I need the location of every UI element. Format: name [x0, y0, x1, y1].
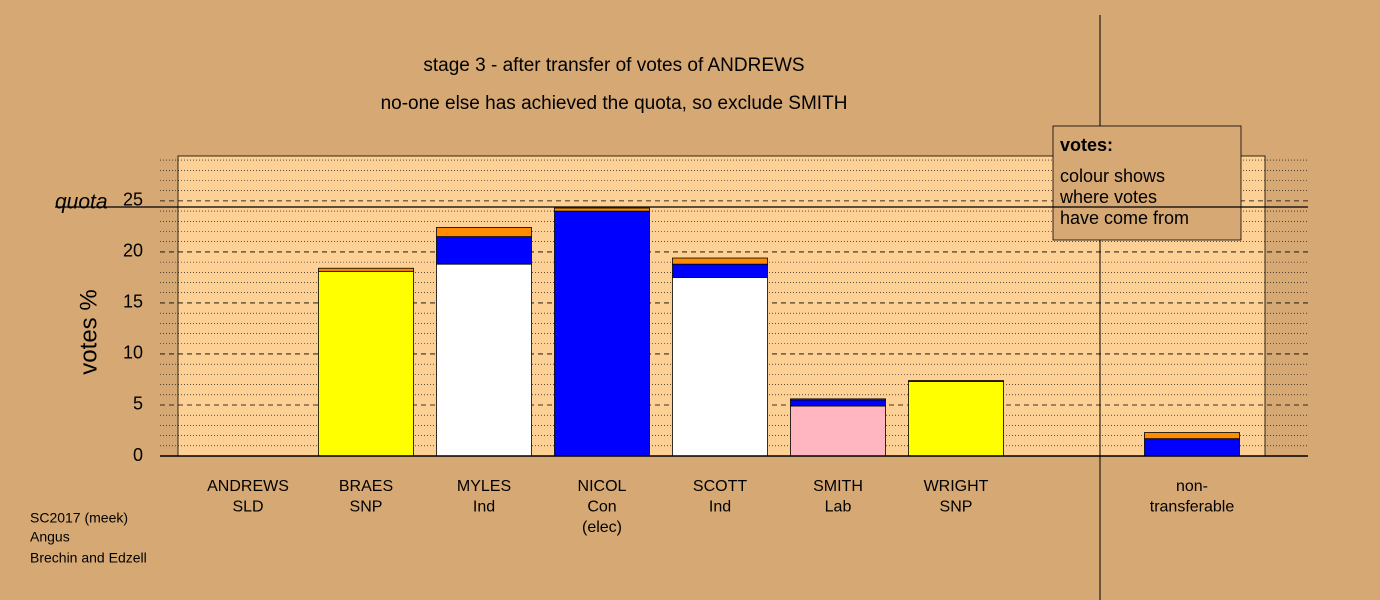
legend: votes: colour shows where votes have com…	[1052, 125, 1242, 241]
y-tick-label: 0	[133, 445, 143, 465]
bar-segment	[554, 207, 650, 212]
legend-title: votes:	[1060, 135, 1113, 155]
bar-segment	[672, 257, 768, 265]
bar-segment	[318, 270, 414, 457]
bar-segment	[436, 263, 532, 457]
x-tick-label: SMITH	[813, 478, 863, 495]
x-tick-label: (elec)	[582, 519, 622, 536]
bar-segment	[790, 405, 886, 457]
bar-segment	[908, 380, 1004, 382]
bar-segment	[790, 399, 886, 407]
x-tick-label: Lab	[825, 499, 852, 516]
bar-segment	[554, 210, 650, 457]
x-tick-label: SLD	[232, 499, 263, 516]
footnote: SC2017 (meek)	[30, 510, 128, 526]
x-tick-label: Ind	[473, 499, 495, 516]
footnote: Brechin and Edzell	[30, 550, 147, 566]
quota-label: quota	[55, 191, 108, 214]
x-tick-label: transferable	[1150, 499, 1235, 516]
bar-segment	[436, 227, 532, 238]
bar-segment	[318, 267, 414, 272]
footnote: Angus	[30, 529, 70, 545]
x-tick-label: NICOL	[578, 478, 627, 495]
x-tick-label: SNP	[940, 499, 973, 516]
y-axis-title: votes %	[75, 289, 102, 374]
bar-segment	[672, 277, 768, 457]
y-tick-label: 20	[123, 241, 143, 261]
bar-segment	[436, 236, 532, 265]
bar-segment	[1144, 438, 1240, 457]
y-tick-label: 5	[133, 394, 143, 414]
bar-segment	[908, 381, 1004, 457]
legend-text: where votes	[1059, 187, 1157, 207]
legend-text: colour shows	[1060, 166, 1165, 186]
bar-segment	[790, 398, 886, 401]
x-tick-label: ANDREWS	[207, 478, 289, 495]
x-tick-label: Ind	[709, 499, 731, 516]
bar-segment	[1144, 432, 1240, 440]
legend-text: have come from	[1060, 208, 1189, 228]
x-tick-label: SNP	[350, 499, 383, 516]
legend-box	[1052, 125, 1242, 241]
bars	[318, 207, 1240, 457]
bar-segment	[672, 263, 768, 278]
x-tick-label: WRIGHT	[924, 478, 989, 495]
y-tick-label: 25	[123, 190, 143, 210]
x-tick-label: MYLES	[457, 478, 511, 495]
y-tick-label: 15	[123, 292, 143, 312]
y-tick-label: 10	[123, 343, 143, 363]
chart-title: stage 3 - after transfer of votes of AND…	[423, 55, 804, 76]
x-tick-label: Con	[587, 499, 616, 516]
x-tick-label: SCOTT	[693, 478, 747, 495]
chart-subtitle: no-one else has achieved the quota, so e…	[381, 93, 848, 114]
x-tick-label: BRAES	[339, 478, 393, 495]
x-tick-label: non-	[1176, 478, 1208, 495]
